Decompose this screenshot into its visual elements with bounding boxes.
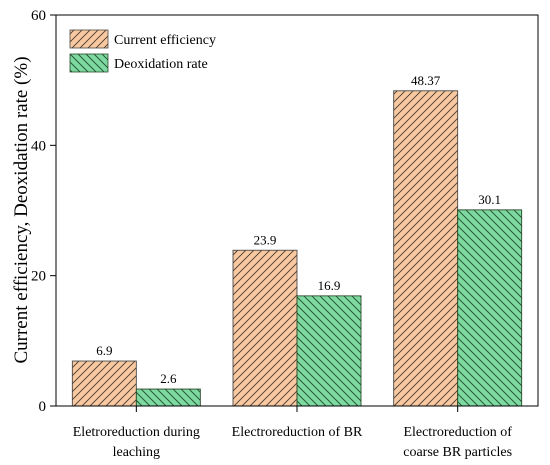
x-category-label: Electroreduction of xyxy=(403,425,512,440)
bars-layer xyxy=(71,90,523,407)
data-label-current-efficiency: 23.9 xyxy=(254,232,277,247)
x-axis-categories: Eletroreduction during leaching Electrored… xyxy=(73,406,512,460)
legend: Current efficiency Deoxidation rate xyxy=(69,29,216,73)
x-category-label: leaching xyxy=(113,445,160,460)
x-category-label: Eletroreduction during xyxy=(73,425,200,440)
data-label-deoxidation-rate: 2.6 xyxy=(160,371,177,386)
bar-hatch-current-efficiency xyxy=(71,360,137,407)
bar-hatch-deoxidation-rate xyxy=(296,295,362,407)
x-category-label: Electroreduction of BR xyxy=(232,425,363,440)
legend-label-current-efficiency: Current efficiency xyxy=(114,33,216,48)
x-category-label: coarse BR particles xyxy=(403,445,512,460)
legend-label-deoxidation-rate: Deoxidation rate xyxy=(114,57,208,72)
y-axis-title: Current efficiency, Deoxidation rate (%) xyxy=(11,56,32,363)
legend-swatch-current-efficiency-hatch xyxy=(70,30,108,48)
data-label-deoxidation-rate: 30.1 xyxy=(478,192,501,207)
data-label-current-efficiency: 6.9 xyxy=(96,343,112,358)
y-tick-label: 20 xyxy=(31,269,46,285)
legend-swatch-deoxidation-rate-hatch xyxy=(70,54,108,72)
data-labels-layer: 6.9 2.6 23.9 16.9 48.37 30.1 xyxy=(96,73,501,386)
bar-hatch-deoxidation-rate xyxy=(457,209,523,407)
data-label-current-efficiency: 48.37 xyxy=(411,73,441,88)
bar-hatch-current-efficiency xyxy=(232,249,298,407)
y-tick-label: 60 xyxy=(31,8,46,24)
bar-hatch-current-efficiency xyxy=(393,90,459,407)
y-tick-label: 0 xyxy=(39,399,47,415)
bar-hatch-deoxidation-rate xyxy=(135,388,201,407)
y-axis: 0 20 40 60 xyxy=(31,8,56,415)
y-tick-label: 40 xyxy=(31,138,46,154)
y-axis-title-text: Current efficiency, Deoxidation rate (%) xyxy=(11,56,32,363)
data-label-deoxidation-rate: 16.9 xyxy=(318,278,341,293)
